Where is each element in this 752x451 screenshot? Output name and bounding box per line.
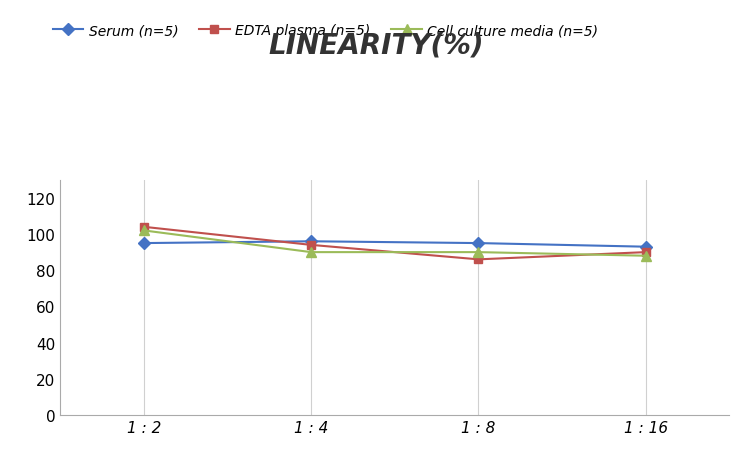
EDTA plasma (n=5) bbox=[307, 243, 316, 248]
Line: Cell culture media (n=5): Cell culture media (n=5) bbox=[139, 226, 650, 261]
Cell culture media (n=5) bbox=[641, 253, 650, 259]
Serum (n=5) bbox=[641, 244, 650, 250]
EDTA plasma (n=5) bbox=[641, 250, 650, 255]
Serum (n=5) bbox=[307, 239, 316, 244]
Cell culture media (n=5) bbox=[139, 228, 148, 234]
EDTA plasma (n=5) bbox=[474, 257, 483, 262]
Serum (n=5) bbox=[139, 241, 148, 246]
Serum (n=5) bbox=[474, 241, 483, 246]
Line: EDTA plasma (n=5): EDTA plasma (n=5) bbox=[140, 223, 650, 264]
Cell culture media (n=5) bbox=[474, 250, 483, 255]
Cell culture media (n=5) bbox=[307, 250, 316, 255]
Legend: Serum (n=5), EDTA plasma (n=5), Cell culture media (n=5): Serum (n=5), EDTA plasma (n=5), Cell cul… bbox=[47, 18, 604, 44]
Text: LINEARITY(%): LINEARITY(%) bbox=[268, 32, 484, 60]
Line: Serum (n=5): Serum (n=5) bbox=[140, 238, 650, 251]
EDTA plasma (n=5) bbox=[139, 225, 148, 230]
